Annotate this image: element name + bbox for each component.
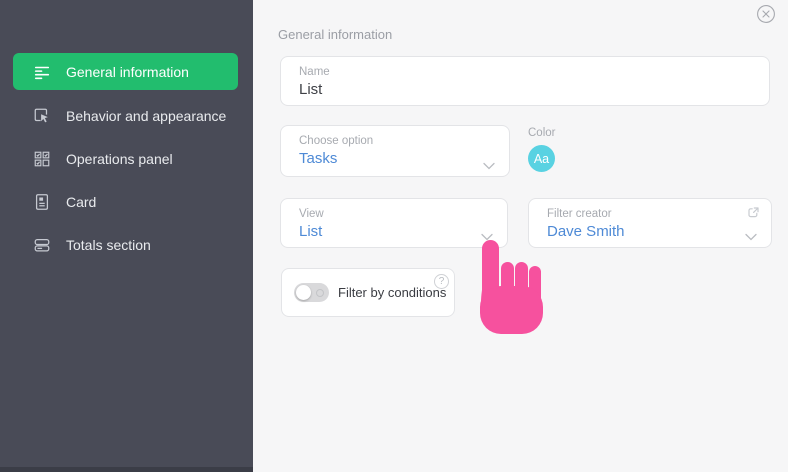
- filter-by-conditions-label: Filter by conditions: [338, 285, 447, 300]
- view-label: View: [299, 208, 324, 220]
- card-icon: [32, 192, 52, 212]
- sidebar-bottom-edge: [0, 467, 253, 472]
- close-icon: [756, 5, 776, 27]
- sidebar-item-label: General information: [66, 63, 189, 80]
- filter-by-conditions-card: ? Filter by conditions: [281, 268, 455, 317]
- sidebar-item-label: Operations panel: [66, 150, 173, 167]
- name-input[interactable]: [299, 81, 751, 98]
- color-label: Color: [528, 127, 556, 139]
- name-field[interactable]: Name: [280, 56, 770, 106]
- sidebar-nav: General information Behavior and appeara…: [0, 53, 253, 266]
- chevron-down-icon[interactable]: [481, 228, 493, 241]
- color-swatch[interactable]: Aa: [528, 145, 555, 172]
- choose-option-value: Tasks: [299, 150, 338, 167]
- chevron-down-icon[interactable]: [483, 157, 495, 170]
- external-link-icon[interactable]: [747, 206, 760, 219]
- view-select[interactable]: View List: [280, 198, 508, 248]
- toggle-off-ring: [316, 288, 324, 297]
- general-information-panel: General information Name Choose option T…: [253, 0, 788, 472]
- sidebar-item-label: Card: [66, 193, 97, 210]
- choose-option-label: Choose option: [299, 135, 374, 147]
- sidebar-item-behavior-and-appearance[interactable]: Behavior and appearance: [0, 94, 253, 137]
- color-swatch-text: Aa: [533, 151, 550, 166]
- list-lines-icon: [32, 62, 52, 82]
- totals-rows-icon: [32, 235, 52, 255]
- view-value: List: [299, 223, 323, 240]
- sidebar-item-operations-panel[interactable]: Operations panel: [0, 137, 253, 180]
- panel-title: General information: [278, 27, 393, 42]
- close-button[interactable]: [756, 4, 776, 24]
- chevron-down-icon[interactable]: [745, 228, 757, 241]
- cursor-click-icon: [32, 106, 52, 126]
- filter-creator-select[interactable]: Filter creator Dave Smith: [528, 198, 772, 248]
- sidebar-item-general-information[interactable]: General information: [13, 53, 238, 90]
- toggle-knob: [296, 285, 311, 300]
- filter-creator-label: Filter creator: [547, 208, 612, 220]
- sidebar-item-card[interactable]: Card: [0, 180, 253, 223]
- sidebar-item-label: Totals section: [66, 236, 151, 253]
- filter-creator-value: Dave Smith: [547, 223, 625, 240]
- sidebar: General information Behavior and appeara…: [0, 0, 253, 472]
- help-icon[interactable]: ?: [434, 274, 449, 289]
- color-group: Color Aa: [528, 127, 555, 172]
- filter-by-conditions-toggle[interactable]: [294, 283, 329, 302]
- checkbox-grid-icon: [32, 149, 52, 169]
- name-field-label: Name: [299, 66, 330, 78]
- sidebar-item-label: Behavior and appearance: [66, 107, 227, 124]
- sidebar-item-totals-section[interactable]: Totals section: [0, 223, 253, 266]
- choose-option-select[interactable]: Choose option Tasks: [280, 125, 510, 177]
